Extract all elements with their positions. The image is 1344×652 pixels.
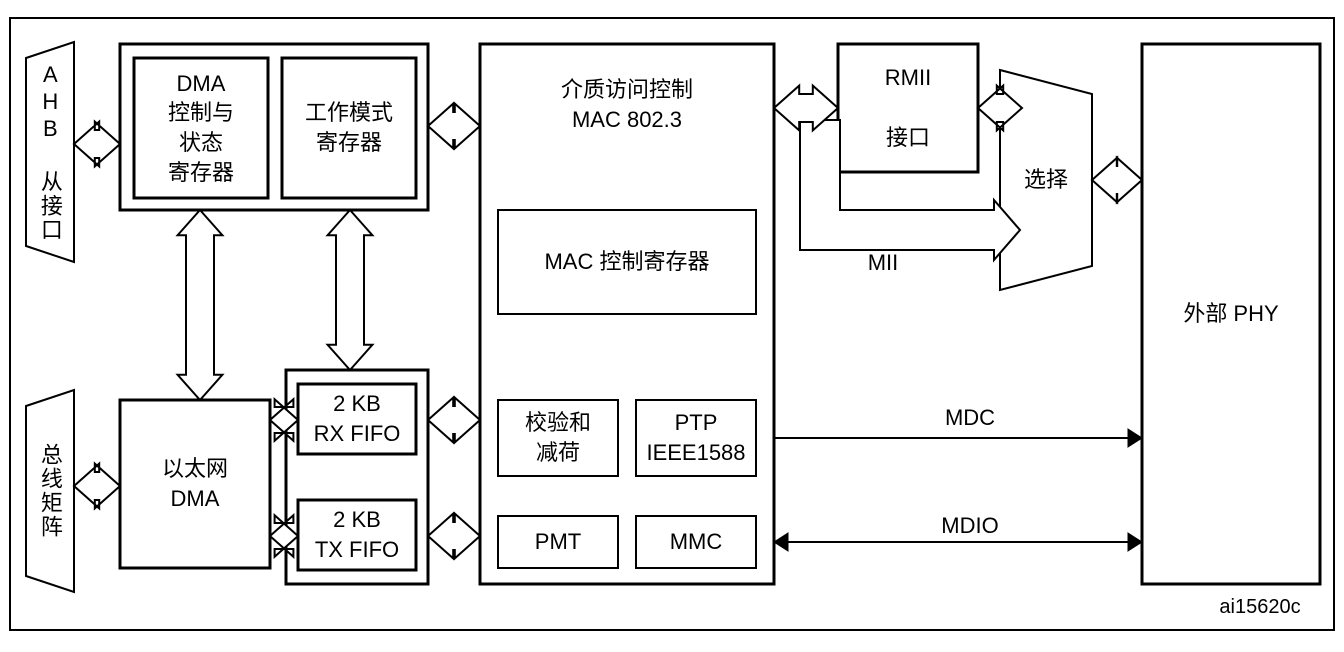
select-to-phy [1092,158,1142,203]
dma_ctrl [134,58,268,198]
op_mode [282,58,416,198]
ahb_slave [26,42,74,262]
mmc [636,516,756,568]
ptp [636,400,756,476]
rmii [838,44,978,172]
rx_fifo [298,384,416,454]
mac_ctrl_reg [498,210,756,314]
ahb-to-dma [74,122,120,167]
mdio-line-head-left [774,533,788,551]
busm-to-ethdma [74,464,120,509]
rx-to-mac [428,398,480,443]
checksum [498,400,618,476]
tx-to-mac [428,514,480,559]
ethdma-to-rx [270,399,298,441]
ethdma-to-tx [270,515,298,557]
bus_matrix [26,390,74,592]
mdio-line-head-right [1128,533,1142,551]
pmt [498,516,618,568]
eth_dma [120,400,270,568]
opmode-to-mac [428,104,480,149]
tx_fifo [298,500,416,570]
ext_phy [1142,44,1320,584]
opmode-to-fifo [328,210,373,370]
mdc-line-head-right [1128,429,1142,447]
dmactrl-to-ethdma [178,210,223,400]
